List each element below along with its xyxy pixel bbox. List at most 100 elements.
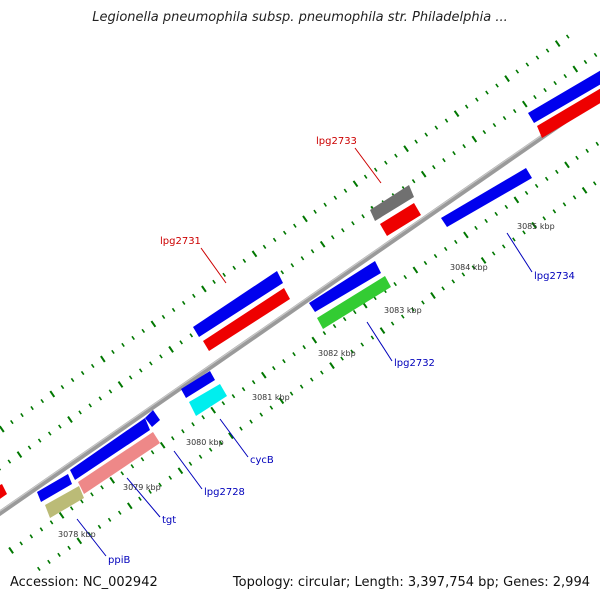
tick-mark <box>495 83 499 88</box>
tick-mark <box>432 165 436 170</box>
tick-mark <box>88 403 92 408</box>
tick-mark <box>39 527 44 532</box>
callout-line <box>173 450 203 490</box>
tick-mark <box>535 55 540 60</box>
tick-mark <box>462 144 466 149</box>
gene-label[interactable]: tgt <box>162 515 176 526</box>
tick-mark <box>80 499 84 504</box>
gene-feature[interactable] <box>181 371 215 398</box>
tick-mark <box>282 230 287 235</box>
tick-mark <box>60 384 65 390</box>
scale-label: 3078 kbp <box>58 530 96 539</box>
scale-label: 3082 kbp <box>318 349 356 358</box>
tick-mark <box>16 451 23 458</box>
tick-mark <box>572 195 577 200</box>
gene-feature[interactable] <box>537 84 600 138</box>
tick-mark <box>282 359 286 364</box>
tick-mark <box>222 272 226 277</box>
gene-features <box>0 69 600 518</box>
tick-mark <box>130 464 135 469</box>
tick-mark <box>553 80 557 86</box>
tick-mark <box>585 148 589 153</box>
tick-mark <box>370 335 375 340</box>
tick-mark <box>47 431 52 436</box>
tick-mark <box>30 405 34 411</box>
tick-mark <box>403 274 408 280</box>
tick-mark <box>177 467 184 475</box>
tick-mark <box>441 286 445 291</box>
callout-line <box>354 147 382 184</box>
tick-mark <box>168 345 174 353</box>
gene-feature[interactable] <box>203 288 290 351</box>
tick-mark <box>484 218 488 224</box>
tick-mark <box>241 387 246 392</box>
gene-label[interactable]: lpg2731 <box>160 236 201 247</box>
tick-mark <box>592 181 597 186</box>
gene-feature[interactable] <box>37 474 72 502</box>
tick-mark <box>411 307 415 312</box>
scale-label: 3079 kbp <box>123 483 161 492</box>
tick-mark <box>545 48 550 53</box>
gene-feature[interactable] <box>441 168 532 227</box>
gene-feature[interactable] <box>528 69 600 123</box>
tick-mark <box>251 380 256 385</box>
tick-mark <box>471 135 478 143</box>
backbone-highlight <box>0 94 600 512</box>
gene-label[interactable]: lpg2732 <box>394 358 435 369</box>
gene-label[interactable]: lpg2728 <box>204 487 245 498</box>
tick-mark <box>463 231 469 239</box>
tick-mark <box>126 502 133 510</box>
tick-mark <box>504 75 510 83</box>
tick-mark <box>421 300 425 305</box>
tick-mark <box>150 320 157 328</box>
tick-mark <box>49 520 54 525</box>
tick-mark <box>140 457 145 462</box>
tick-mark <box>525 62 530 67</box>
gene-feature[interactable] <box>317 276 391 329</box>
gene-feature[interactable] <box>309 261 381 312</box>
tick-mark <box>108 389 113 394</box>
gene-label[interactable]: cycB <box>250 455 274 466</box>
tick-mark <box>49 390 56 398</box>
tick-mark <box>341 228 345 233</box>
gene-feature[interactable] <box>0 484 7 503</box>
gene-feature[interactable] <box>189 384 227 416</box>
gene-feature[interactable] <box>380 203 421 236</box>
gene-feature[interactable] <box>70 418 150 480</box>
tick-mark <box>249 419 253 424</box>
tick-mark <box>565 34 570 39</box>
callout-line <box>366 321 393 362</box>
gene-feature[interactable] <box>193 271 283 337</box>
tick-mark <box>444 118 449 123</box>
tick-mark <box>90 492 94 497</box>
scale-label: 3080 kbp <box>186 438 224 447</box>
gene-label[interactable]: ppiB <box>108 555 130 566</box>
tick-mark <box>534 183 539 188</box>
tick-mark <box>504 204 509 210</box>
tick-mark <box>512 108 517 114</box>
tick-mark <box>47 559 51 564</box>
gene-feature[interactable] <box>370 185 414 221</box>
tick-mark <box>583 59 588 65</box>
tick-mark <box>430 292 436 299</box>
gene-feature[interactable] <box>45 486 84 518</box>
tick-mark <box>232 265 237 270</box>
tick-mark <box>290 263 295 268</box>
tick-mark <box>384 160 388 165</box>
tick-mark <box>293 223 297 228</box>
gene-label[interactable]: lpg2733 <box>316 136 357 147</box>
accession-text: Accession: NC_002942 <box>10 575 158 590</box>
tick-mark <box>292 352 296 357</box>
callout-lines <box>76 147 533 557</box>
tick-mark <box>454 239 458 245</box>
tick-mark <box>159 441 166 449</box>
tick-mark <box>120 471 125 476</box>
gene-feature[interactable] <box>78 432 160 494</box>
tick-mark <box>181 300 186 305</box>
gene-label[interactable]: lpg2734 <box>534 271 575 282</box>
tick-mark <box>10 419 14 425</box>
tick-mark <box>319 240 326 248</box>
gene-feature[interactable] <box>145 410 160 427</box>
tick-mark <box>524 190 529 195</box>
tick-mark <box>171 436 175 441</box>
